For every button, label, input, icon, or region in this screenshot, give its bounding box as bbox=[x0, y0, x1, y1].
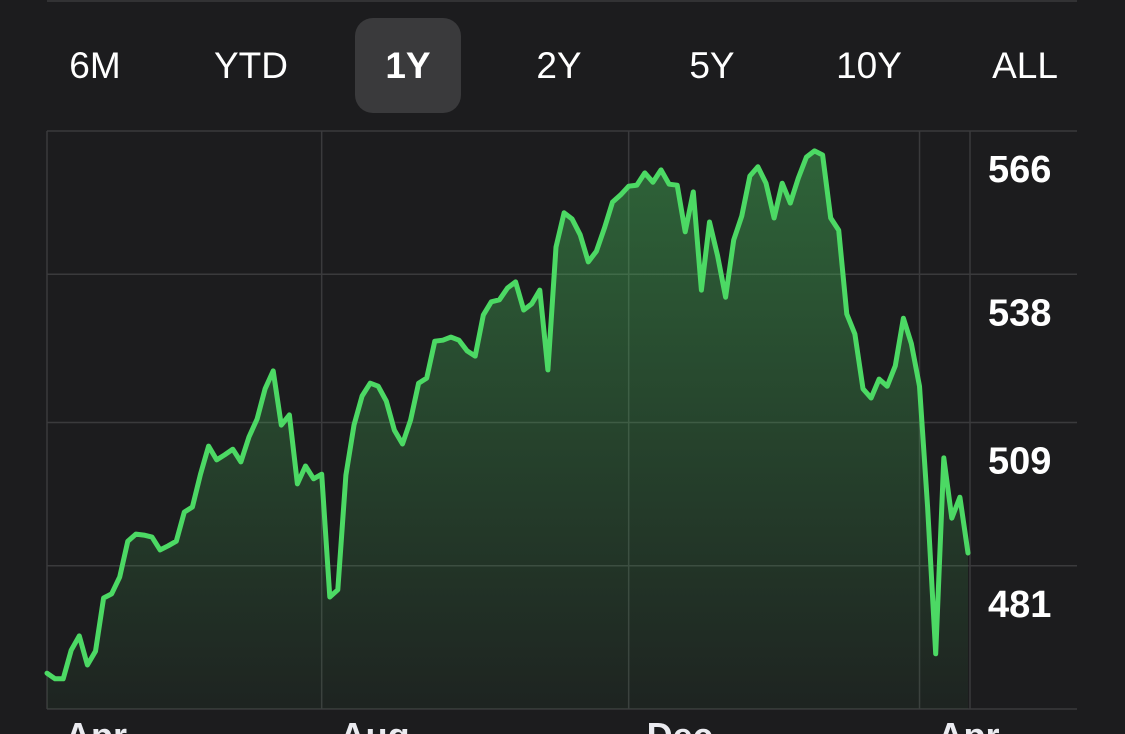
range-tab[interactable]: 1Y bbox=[355, 18, 461, 113]
x-tick-label: Apr bbox=[65, 715, 127, 734]
tab-label: 6M bbox=[69, 45, 120, 86]
price-line bbox=[44, 148, 971, 682]
x-tick-label: Apr bbox=[938, 715, 1000, 734]
area-fill bbox=[47, 150, 968, 709]
range-tab[interactable]: 6M bbox=[69, 45, 120, 86]
range-tab[interactable]: ALL bbox=[992, 45, 1058, 86]
y-tick-label: 538 bbox=[988, 292, 1051, 334]
range-tabs: 6M YTD 1Y 2Y 5Y 10Y ALL bbox=[69, 18, 1058, 113]
range-tab[interactable]: 5Y bbox=[689, 45, 734, 86]
tab-label: ALL bbox=[992, 45, 1058, 86]
x-tick-label: Aug bbox=[340, 715, 410, 734]
tab-label: YTD bbox=[214, 45, 288, 86]
range-tab[interactable]: 2Y bbox=[536, 45, 581, 86]
y-tick-label: 481 bbox=[988, 584, 1051, 626]
tab-label: 1Y bbox=[385, 45, 431, 86]
y-tick-label: 509 bbox=[988, 441, 1051, 483]
range-tab[interactable]: 10Y bbox=[836, 45, 902, 86]
y-tick-label: 566 bbox=[988, 149, 1051, 191]
tab-highlight bbox=[355, 18, 461, 113]
tab-label: 5Y bbox=[689, 45, 734, 86]
tab-label: 10Y bbox=[836, 45, 902, 86]
chart: 566 538 509 481 Apr Aug Dec Apr bbox=[44, 130, 1077, 734]
x-tick-label: Dec bbox=[647, 715, 713, 734]
range-tab[interactable]: YTD bbox=[214, 45, 288, 86]
tab-label: 2Y bbox=[536, 45, 581, 86]
